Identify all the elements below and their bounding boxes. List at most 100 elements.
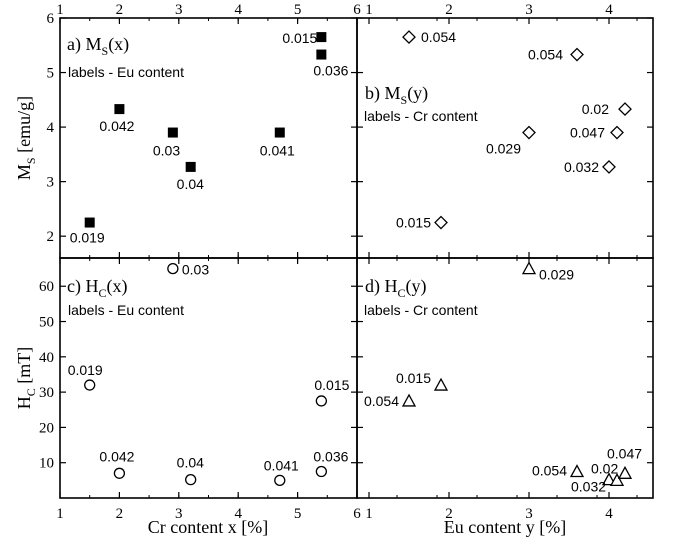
panel-a-title: a) MS(x): [67, 34, 129, 58]
x-tick-label: 2: [445, 506, 453, 522]
x-tick-label: 1: [56, 506, 64, 522]
point-label-a: 0.03: [153, 143, 180, 159]
point-label-a: 0.036: [313, 63, 348, 79]
data-point-c: [113, 467, 126, 479]
point-label-b: 0.047: [570, 125, 605, 141]
point-label-a: 0.042: [99, 118, 134, 134]
point-label-b: 0.029: [486, 141, 521, 157]
data-point-c: [167, 262, 179, 275]
x-tick-label: 1: [56, 2, 64, 18]
x-tick-label: 4: [234, 2, 242, 18]
point-label-b: 0.054: [528, 47, 563, 63]
data-point-b: [602, 159, 616, 174]
point-label-b: 0.032: [564, 159, 599, 175]
point-label-d: 0.02: [591, 461, 618, 477]
x-tick-label: 3: [525, 506, 533, 522]
point-label-b: 0.054: [421, 29, 456, 45]
data-point-a: [274, 127, 285, 138]
data-point-a: [185, 161, 196, 172]
point-label-a: 0.019: [70, 230, 105, 246]
y-tick-label: 3: [47, 175, 55, 191]
data-point-a: [84, 217, 95, 228]
data-point-b: [618, 102, 632, 117]
point-label-d: 0.047: [607, 445, 642, 461]
panel-d-title: d) HC(y): [365, 276, 427, 300]
y-tick-label: 50: [39, 315, 54, 331]
y-tick-label: 10: [39, 456, 54, 472]
data-point-d: [601, 472, 617, 486]
y-axis-label-top: MS [emu/g]: [14, 96, 38, 180]
point-labels: 0.019 0.042 0.03 0.04 0.041 0.015 0.036 0.054 0.…: [68, 29, 643, 494]
point-label-d: 0.015: [396, 370, 431, 386]
panel-a-subtitle: labels - Eu content: [68, 64, 184, 80]
x-tick-label: 2: [116, 2, 124, 18]
x-tick-label: 2: [116, 506, 124, 522]
data-point-c: [84, 379, 96, 391]
data-markers: [84, 30, 633, 487]
y-tick-label: 5: [47, 66, 55, 82]
point-label-d: 0.032: [571, 478, 606, 494]
data-point-d: [433, 377, 449, 391]
data-point-d: [609, 472, 625, 487]
x-tick-label: 4: [605, 506, 613, 522]
x-tick-label: 2: [445, 2, 453, 18]
x-tick-label: 5: [294, 506, 302, 522]
panel-d-subtitle: labels - Cr content: [364, 302, 478, 318]
data-point-a: [316, 32, 327, 43]
panel-c-title: c) HC(x): [67, 276, 128, 300]
y-tick-label: 30: [39, 385, 54, 401]
data-point-a: [114, 104, 125, 115]
data-point-c: [185, 473, 197, 486]
y-tick-label: 40: [39, 350, 54, 366]
tick-marks: [59, 17, 653, 498]
point-label-a: 0.015: [282, 30, 317, 46]
y-tick-label: 2: [47, 229, 55, 245]
x-tick-label: 4: [605, 2, 613, 18]
data-point-a: [167, 127, 178, 138]
point-label-c: 0.036: [313, 449, 348, 465]
point-label-b: 0.02: [582, 101, 609, 117]
data-point-b: [402, 30, 416, 45]
point-label-b: 0.015: [396, 215, 431, 231]
data-point-d: [617, 465, 633, 479]
point-label-a: 0.04: [177, 176, 204, 192]
y-tick-label: 60: [39, 279, 54, 295]
data-point-b: [570, 47, 584, 62]
point-label-c: 0.041: [264, 457, 299, 473]
x-tick-label: 4: [234, 506, 242, 522]
data-point-d: [569, 464, 585, 478]
point-label-c: 0.019: [68, 362, 103, 378]
x-tick-label: 6: [353, 2, 361, 18]
data-point-b: [522, 125, 536, 140]
panel-c-subtitle: labels - Eu content: [68, 302, 184, 318]
x-tick-label: 3: [525, 2, 533, 18]
data-point-a: [316, 49, 327, 60]
data-point-d: [401, 393, 417, 407]
point-label-a: 0.041: [260, 143, 295, 159]
data-point-c: [274, 474, 286, 487]
y-axis-label-bottom: HC [mT]: [14, 347, 38, 410]
panel-b-title: b) MS(y): [365, 83, 428, 107]
point-label-c: 0.04: [177, 455, 204, 471]
frame-bottom-right: [356, 257, 654, 499]
y-tick-label: 20: [39, 420, 54, 436]
point-label-c: 0.015: [314, 377, 349, 393]
data-point-b: [610, 125, 624, 140]
x-tick-label: 1: [365, 2, 373, 18]
panel-b-subtitle: labels - Cr content: [364, 108, 478, 124]
point-label-d: 0.054: [364, 393, 399, 409]
point-label-d: 0.029: [539, 267, 574, 283]
x-tick-label: 5: [294, 2, 302, 18]
x-tick-label: 3: [175, 506, 183, 522]
x-axis-label-right: Eu content y [%]: [444, 517, 566, 537]
data-point-d: [521, 261, 537, 275]
x-axis-label-left: Cr content x [%]: [148, 517, 268, 537]
x-tick-label: 6: [353, 506, 361, 522]
point-label-c: 0.042: [99, 448, 134, 464]
x-tick-label: 3: [175, 2, 183, 18]
point-label-c: 0.03: [182, 262, 209, 278]
data-point-c: [315, 465, 328, 478]
x-tick-label: 1: [365, 506, 373, 522]
